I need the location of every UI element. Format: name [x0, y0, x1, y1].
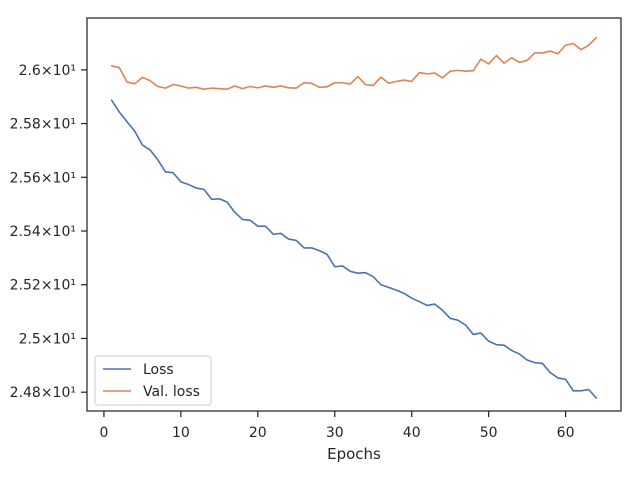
y-axis: 2.48×10¹ 2.5×10¹ 2.52×10¹ 2.54×10¹ 2.56×10¹ 2…: [10, 63, 87, 401]
x-tick-label: 0: [99, 425, 108, 441]
y-tick-label: 2.48×10¹: [10, 385, 76, 401]
y-tick-label: 2.5×10¹: [19, 331, 76, 347]
legend-label-loss: Loss: [143, 362, 174, 378]
y-tick-label: 2.52×10¹: [10, 278, 76, 294]
y-tick-label: 2.58×10¹: [10, 117, 76, 133]
x-tick-label: 10: [172, 425, 190, 441]
legend: Loss Val. loss: [94, 355, 212, 406]
x-axis: 0 10 20 30 40 50 60: [99, 411, 575, 441]
x-axis-label: Epochs: [327, 445, 381, 463]
x-tick-label: 20: [249, 425, 267, 441]
series-line-loss: [110, 99, 598, 399]
series-layer: [110, 36, 598, 399]
x-tick-label: 30: [326, 425, 344, 441]
series-line-val-loss: [110, 36, 598, 90]
x-tick-label: 50: [480, 425, 498, 441]
plot-frame: [86, 17, 622, 412]
x-tick-label: 40: [403, 425, 421, 441]
plot-area: [87, 18, 621, 411]
x-tick-label: 60: [557, 425, 575, 441]
legend-label-val-loss: Val. loss: [143, 384, 200, 400]
y-tick-label: 2.54×10¹: [10, 224, 76, 240]
y-tick-label: 2.6×10¹: [19, 63, 76, 79]
y-tick-label: 2.56×10¹: [10, 170, 76, 186]
